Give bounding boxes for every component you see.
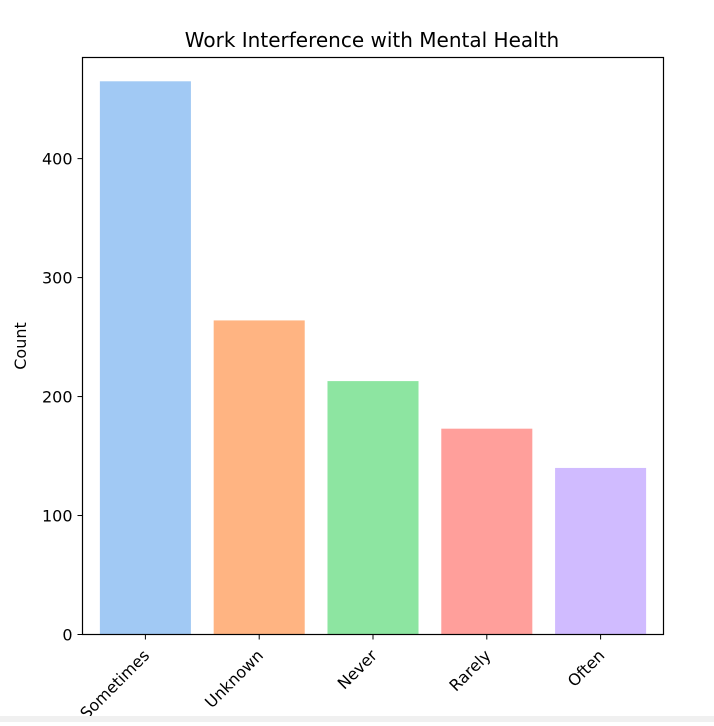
bar-rarely xyxy=(441,428,533,635)
x-axis-ticks: Sometimes Unknown Never Rarely Often xyxy=(76,634,609,723)
bar-never xyxy=(327,381,419,635)
bar-sometimes xyxy=(99,81,191,635)
x-tick-label: Often xyxy=(564,646,609,691)
chart-title: Work Interference with Mental Health xyxy=(185,28,559,52)
y-tick-label: 100 xyxy=(42,507,73,526)
window-bottom-strip xyxy=(0,716,714,722)
y-axis-ticks: 0 100 200 300 400 xyxy=(42,150,83,645)
bar-often xyxy=(555,467,647,635)
y-tick-label: 300 xyxy=(42,269,73,288)
y-tick-label: 200 xyxy=(42,388,73,407)
bars-group xyxy=(99,81,647,635)
y-tick-label: 400 xyxy=(42,150,73,169)
y-tick-label: 0 xyxy=(62,626,72,645)
bar-unknown xyxy=(213,320,305,635)
x-tick-label: Never xyxy=(334,646,381,693)
y-axis-label: Count xyxy=(11,322,30,370)
x-tick-label: Unknown xyxy=(201,646,267,712)
x-tick-label: Sometimes xyxy=(76,646,153,722)
x-tick-label: Rarely xyxy=(445,646,494,695)
plot-frame xyxy=(81,56,665,636)
